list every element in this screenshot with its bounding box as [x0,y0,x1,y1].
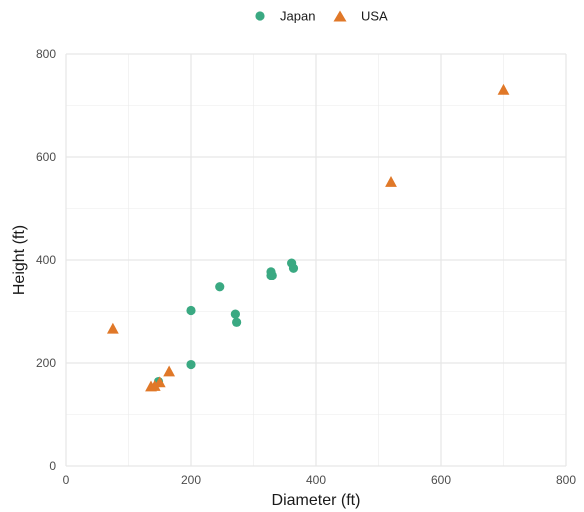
y-tick-label: 0 [49,459,56,473]
legend-marker-usa [333,10,347,22]
legend-label-usa: USA [361,9,388,24]
legend-marker-japan [255,11,265,21]
data-points [106,83,510,392]
x-tick-label: 400 [306,473,326,487]
data-point-japan [186,359,196,370]
y-tick-label: 800 [36,47,56,61]
data-point-japan [267,270,277,281]
data-point-japan [230,309,240,319]
data-point-usa [385,176,397,187]
data-point-japan [232,317,242,327]
data-point-japan [215,282,225,292]
data-point-usa [148,379,161,391]
x-tick-label: 800 [556,473,576,487]
y-axis-title: Height (ft) [11,225,28,295]
data-point-usa [106,322,119,334]
x-axis-ticks: 0 200 400 600 800 [63,473,577,487]
y-tick-label: 600 [36,150,56,164]
legend: Japan USA [255,9,388,24]
data-point-japan [186,305,196,316]
data-point-usa [497,83,510,95]
y-tick-label: 400 [36,253,56,267]
data-point-japan [288,263,299,273]
y-axis-ticks: 0 200 400 600 800 [36,47,56,473]
x-tick-label: 0 [63,473,70,487]
x-tick-label: 600 [431,473,451,487]
legend-label-japan: Japan [280,9,315,24]
data-point-usa [163,365,176,377]
data-point-usa [153,376,166,388]
x-tick-label: 200 [181,473,201,487]
x-axis-title: Diameter (ft) [272,492,361,509]
y-tick-label: 200 [36,356,56,370]
major-gridlines [65,53,567,467]
